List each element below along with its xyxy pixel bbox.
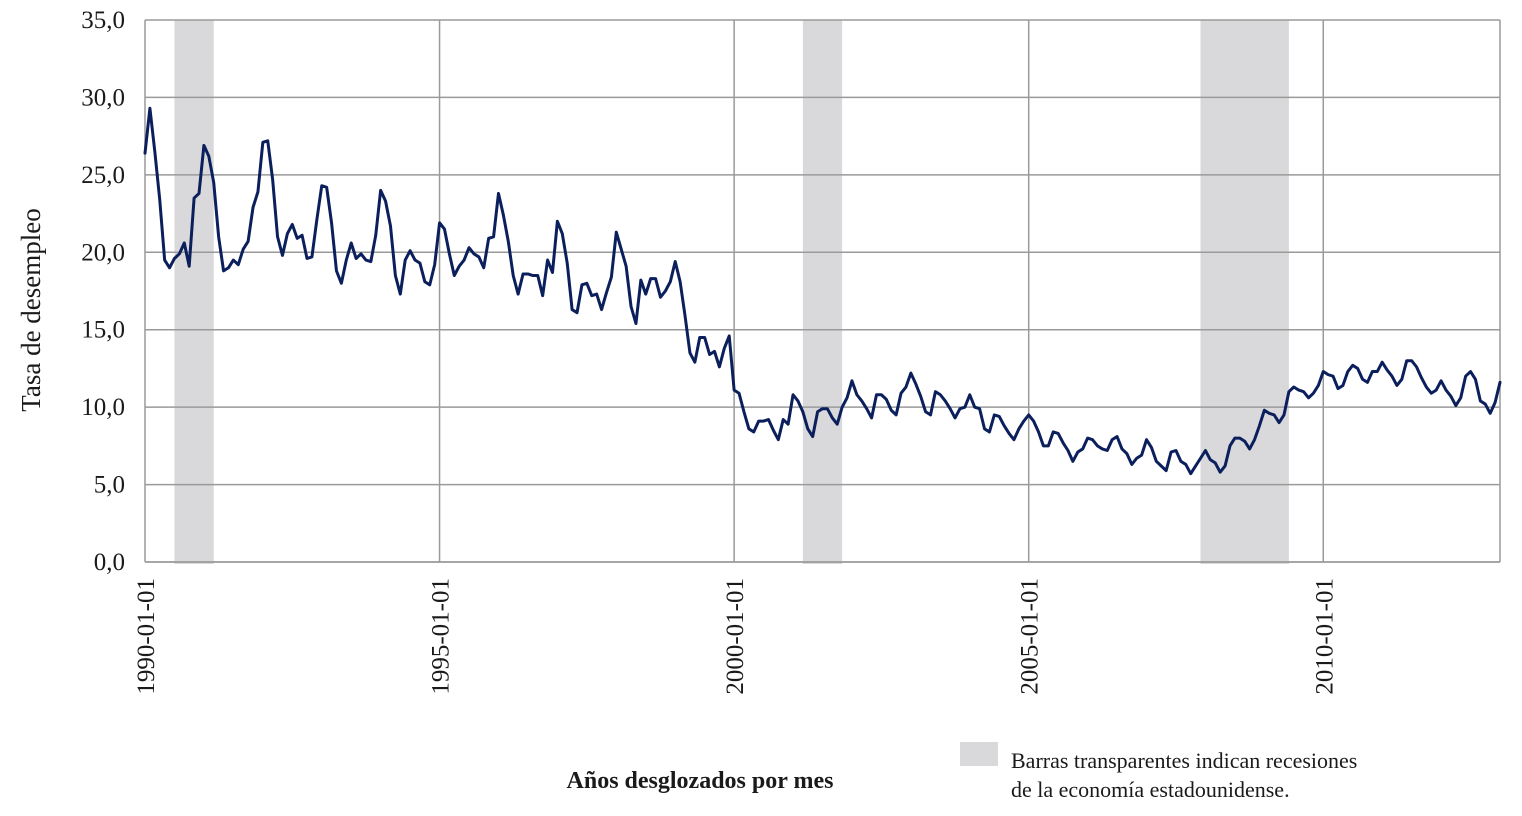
grid-lines bbox=[144, 19, 1501, 563]
x-tick-label: 2010-01-01 bbox=[1311, 578, 1338, 695]
series-line-1 bbox=[143, 106, 1502, 476]
y-tick-label: 25,0 bbox=[81, 162, 125, 189]
y-axis-ticks: 0,0 5,0 10,0 15,0 20,0 25,0 30,0 35,0 bbox=[81, 7, 125, 576]
series-layer bbox=[143, 106, 1502, 476]
recession-bands bbox=[174, 20, 1289, 564]
y-tick-label: 35,0 bbox=[81, 7, 125, 34]
x-tick-label: 2005-01-01 bbox=[1017, 578, 1044, 695]
legend-note-line1: Barras transparentes indican recesiones bbox=[1011, 748, 1357, 773]
recession-band-3 bbox=[1200, 20, 1289, 564]
y-tick-label: 10,0 bbox=[81, 394, 125, 421]
x-tick-label: 1990-01-01 bbox=[133, 578, 160, 695]
y-tick-label: 5,0 bbox=[94, 472, 125, 499]
recession-band-2 bbox=[802, 20, 843, 564]
recession-band-1 bbox=[174, 20, 214, 564]
x-tick-label: 1995-01-01 bbox=[428, 578, 455, 695]
legend-recession-swatch bbox=[960, 742, 998, 766]
x-tick-label: 2000-01-01 bbox=[722, 578, 749, 695]
y-tick-label: 15,0 bbox=[81, 317, 125, 344]
x-axis-title: Años desglozados por mes bbox=[567, 768, 834, 794]
y-tick-label: 0,0 bbox=[94, 549, 125, 576]
legend-note-line2: de la economía estadounidense. bbox=[1011, 777, 1290, 802]
y-tick-label: 20,0 bbox=[81, 239, 125, 266]
y-axis-title: Tasa de desempleo bbox=[16, 208, 46, 412]
x-axis-ticks: 1990-01-01 1995-01-01 2000-01-01 2005-01-01… bbox=[133, 578, 1338, 695]
y-tick-label: 30,0 bbox=[81, 84, 125, 111]
